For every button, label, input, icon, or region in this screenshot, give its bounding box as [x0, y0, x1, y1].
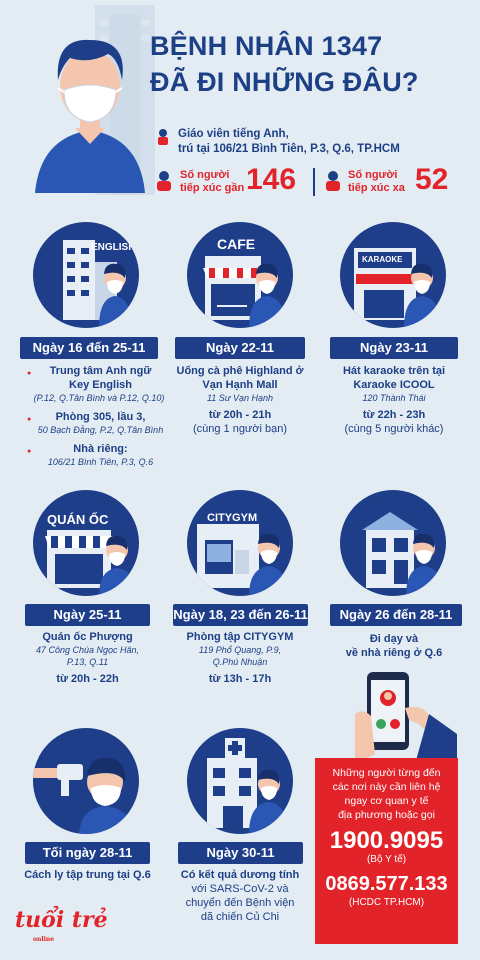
- karaoke-line-1: Hát karaoke trên tại: [342, 365, 446, 377]
- patient-avatar: [35, 39, 145, 193]
- english-item-2-addr: 50 Bạch Đằng, P.2, Q.Tân Bình: [37, 425, 164, 435]
- english-details: Trung tâm Anh ngữ Key English (P.12, Q.T…: [27, 364, 164, 468]
- gym-addr-1: 119 Phổ Quang, P.9,: [198, 645, 282, 655]
- home-line-2: về nhà riêng ở Q.6: [345, 647, 443, 659]
- gym-sign: CITYGYM: [207, 512, 258, 524]
- snail-restaurant-addr-2: P.13, Q.11: [66, 657, 109, 667]
- hotline-label-1: (Bộ Y tế): [366, 854, 407, 865]
- distant-contact-label-1: Số người: [348, 169, 398, 181]
- hospital-line-3: chuyển đến Bệnh viện: [185, 897, 295, 909]
- gym-details: Phòng tập CITYGYM 119 Phổ Quang, P.9, Q.…: [170, 630, 310, 686]
- isolation-line-1: Cách ly tập trung tại Q.6: [24, 869, 151, 881]
- distant-contact-icon: [326, 171, 340, 191]
- hotline-msg-2: các nơi này cần liên hệ: [332, 781, 441, 793]
- hotline-label-2: (HCDC TP.HCM): [348, 897, 425, 908]
- distant-contact-label-2: tiếp xúc xa: [348, 182, 405, 194]
- karaoke-date-bar: Ngày 23-11: [330, 337, 458, 359]
- gym-line-1: Phòng tập CITYGYM: [186, 631, 294, 643]
- hospital-line-4: dã chiến Củ Chi: [200, 911, 280, 923]
- close-contact-label-1: Số người: [180, 169, 230, 181]
- hospital-illustration: [187, 728, 293, 834]
- karaoke-illustration: KARAOKE: [340, 222, 446, 328]
- hotline-msg-1: Những người từng đến: [332, 767, 441, 779]
- logo-subtext: online: [33, 936, 55, 943]
- home-line-1: Đi dạy và: [369, 633, 419, 645]
- snail-restaurant-illustration: QUÁN ỐC: [33, 490, 139, 596]
- english-item-1-line-1: Trung tâm Anh ngữ: [49, 365, 152, 377]
- snail-restaurant-time: từ 20h - 22h: [56, 673, 119, 685]
- distant-contact-count: 52: [415, 163, 449, 196]
- hotline-box: Những người từng đến các nơi này cần liê…: [315, 758, 458, 944]
- info-line-1: Giáo viên tiếng Anh,: [178, 128, 289, 140]
- info-text: Giáo viên tiếng Anh, trú tại 106/21 Bình…: [178, 127, 400, 157]
- home-details: Đi dạy và về nhà riêng ở Q.6: [322, 632, 466, 660]
- cafe-illustration: CAFE: [187, 222, 293, 328]
- gym-illustration: CITYGYM: [187, 490, 293, 596]
- distant-contact-label: Số người tiếp xúc xa: [348, 169, 405, 195]
- english-item-3-addr: 106/21 Bình Tiên, P.3, Q.6: [47, 457, 154, 467]
- gym-time: từ 13h - 17h: [208, 673, 272, 685]
- close-contact-label: Số người tiếp xúc gần: [180, 169, 244, 195]
- cafe-line-2: Vạn Hạnh Mall: [202, 379, 278, 391]
- english-item-1: Trung tâm Anh ngữ Key English: [27, 364, 163, 392]
- phone-in-hand-icon: [355, 672, 457, 764]
- title-line-2: ĐÃ ĐI NHỮNG ĐÂU?: [150, 67, 419, 97]
- hospital-date-bar: Ngày 30-11: [178, 842, 303, 864]
- karaoke-details: Hát karaoke trên tại Karaoke ICOOL 120 T…: [322, 364, 466, 436]
- isolation-date-bar: Tối ngày 28-11: [25, 842, 150, 864]
- info-line-2: trú tại 106/21 Bình Tiên, P.3, Q.6, TP.H…: [178, 143, 400, 155]
- karaoke-addr: 120 Thành Thái: [362, 393, 426, 403]
- home-date-bar: Ngày 26 đến 28-11: [330, 604, 462, 626]
- close-contact-count: 146: [246, 163, 297, 196]
- title-line-1: BỆNH NHÂN 1347: [150, 31, 383, 61]
- cafe-line-1: Uống cà phê Highland ở: [176, 365, 304, 377]
- hotline-msg-4: địa phương hoặc gọi: [338, 809, 435, 821]
- snail-restaurant-line-1: Quán ốc Phượng: [42, 631, 133, 643]
- english-item-2: Phòng 305, lầu 3,: [27, 410, 163, 427]
- karaoke-sign: KARAOKE: [362, 255, 403, 264]
- snail-restaurant-sign: QUÁN ỐC: [47, 512, 109, 527]
- cafe-sign: CAFE: [217, 236, 256, 252]
- karaoke-line-2: Karaoke ICOOL: [353, 379, 435, 391]
- english-item-3: Nhà riêng:: [27, 442, 163, 459]
- cafe-date-bar: Ngày 22-11: [175, 337, 305, 359]
- cafe-details: Uống cà phê Highland ở Vạn Hạnh Mall 11 …: [170, 364, 310, 436]
- karaoke-time: từ 22h - 23h: [362, 409, 426, 421]
- gym-date-bar: Ngày 18, 23 đến 26-11: [173, 604, 308, 626]
- english-item-1-addr: (P.12, Q.Tân Bình và P.12, Q.10): [33, 393, 165, 403]
- english-center-illustration: ENGLISH: [33, 222, 139, 328]
- close-contact-label-2: tiếp xúc gần: [180, 182, 245, 194]
- page-title: BỆNH NHÂN 1347 ĐÃ ĐI NHỮNG ĐÂU?: [150, 28, 419, 100]
- isolation-illustration: [33, 728, 139, 834]
- hospital-line-2: với SARS-CoV-2 và: [191, 883, 289, 895]
- hotline-msg-3: ngay cơ quan y tế: [344, 795, 429, 807]
- hospital-details: Có kết quả dương tính với SARS-CoV-2 và …: [170, 868, 310, 924]
- gym-addr-2: Q.Phú Nhuận: [212, 657, 268, 667]
- snail-restaurant-details: Quán ốc Phượng 47 Công Chúa Ngọc Hân, P.…: [20, 630, 155, 686]
- logo-text: tuổi trẻ: [15, 907, 108, 933]
- stat-divider: [313, 168, 315, 196]
- close-contact-icon: [157, 171, 171, 191]
- person-icon: [158, 129, 168, 145]
- hotline-number-2[interactable]: 0869.577.133: [325, 873, 448, 895]
- english-date-bar: Ngày 16 đến 25-11: [20, 337, 158, 359]
- cafe-addr: 11 Sư Vạn Hạnh: [206, 393, 274, 403]
- cafe-note: (cùng 1 người bạn): [192, 423, 288, 435]
- hotline-number-1[interactable]: 1900.9095: [329, 827, 444, 854]
- tuoi-tre-logo[interactable]: tuổi trẻ online: [15, 908, 108, 952]
- home-illustration: [340, 490, 446, 596]
- snail-restaurant-addr-1: 47 Công Chúa Ngọc Hân,: [35, 645, 140, 655]
- isolation-details: Cách ly tập trung tại Q.6: [15, 868, 160, 882]
- english-item-1-line-2: Key English: [69, 379, 132, 391]
- hospital-line-1: Có kết quả dương tính: [180, 869, 300, 881]
- snail-restaurant-date-bar: Ngày 25-11: [25, 604, 150, 626]
- karaoke-note: (cùng 5 người khác): [344, 423, 444, 435]
- hotline-message: Những người từng đến các nơi này cần liê…: [315, 766, 458, 822]
- cafe-time: từ 20h - 21h: [208, 409, 272, 421]
- english-sign: ENGLISH: [91, 242, 136, 253]
